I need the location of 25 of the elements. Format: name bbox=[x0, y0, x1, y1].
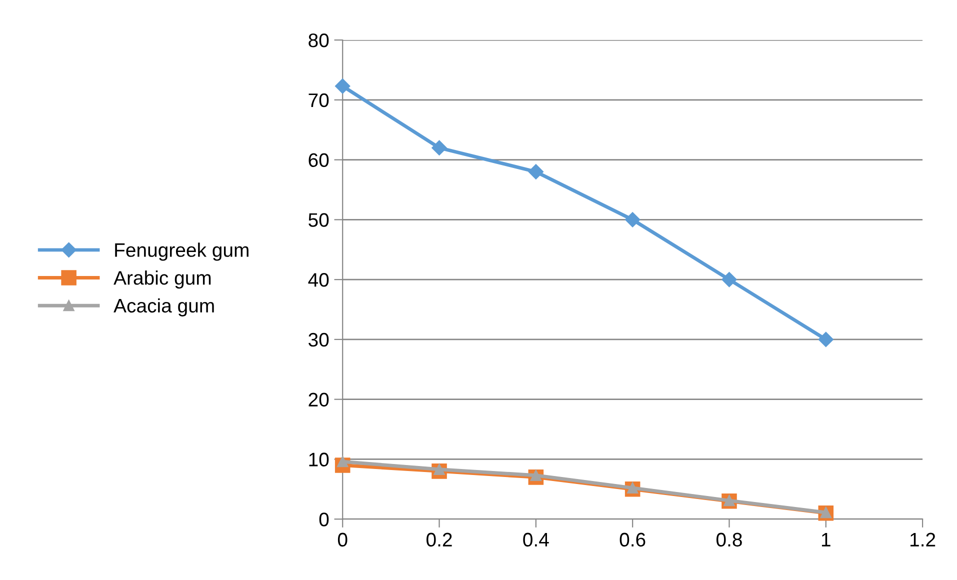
y-tick-label: 50 bbox=[308, 213, 329, 227]
y-tick-label: 70 bbox=[308, 93, 329, 108]
point bbox=[818, 332, 834, 348]
x-tick-label: 0.2 bbox=[426, 532, 452, 547]
y-tick-label: 60 bbox=[308, 153, 329, 168]
x-tick-label: 0 bbox=[338, 532, 348, 547]
point bbox=[335, 78, 350, 94]
x-tick-label: 0.8 bbox=[716, 532, 742, 547]
y-tick-label: 30 bbox=[308, 332, 329, 347]
point bbox=[625, 212, 640, 228]
y-tick-label: 10 bbox=[309, 452, 329, 466]
y-tick-label: 80 bbox=[308, 33, 329, 48]
x-tick-label: 0.6 bbox=[620, 532, 646, 547]
y-tick-label: 0 bbox=[319, 512, 329, 526]
legend-label: Acacia gum bbox=[114, 298, 214, 316]
legend-label: Arabic gum bbox=[114, 270, 211, 289]
x-tick-label: 1.2 bbox=[910, 532, 936, 546]
y-tick-label: 20 bbox=[308, 392, 329, 407]
x-tick-label: 1 bbox=[822, 533, 830, 546]
y-tick-label: 40 bbox=[308, 273, 329, 287]
legend-label: Fenugreek gum bbox=[115, 242, 248, 261]
point bbox=[722, 272, 737, 288]
x-tick-label: 0.4 bbox=[523, 532, 549, 547]
point bbox=[528, 164, 544, 180]
point bbox=[432, 140, 447, 156]
